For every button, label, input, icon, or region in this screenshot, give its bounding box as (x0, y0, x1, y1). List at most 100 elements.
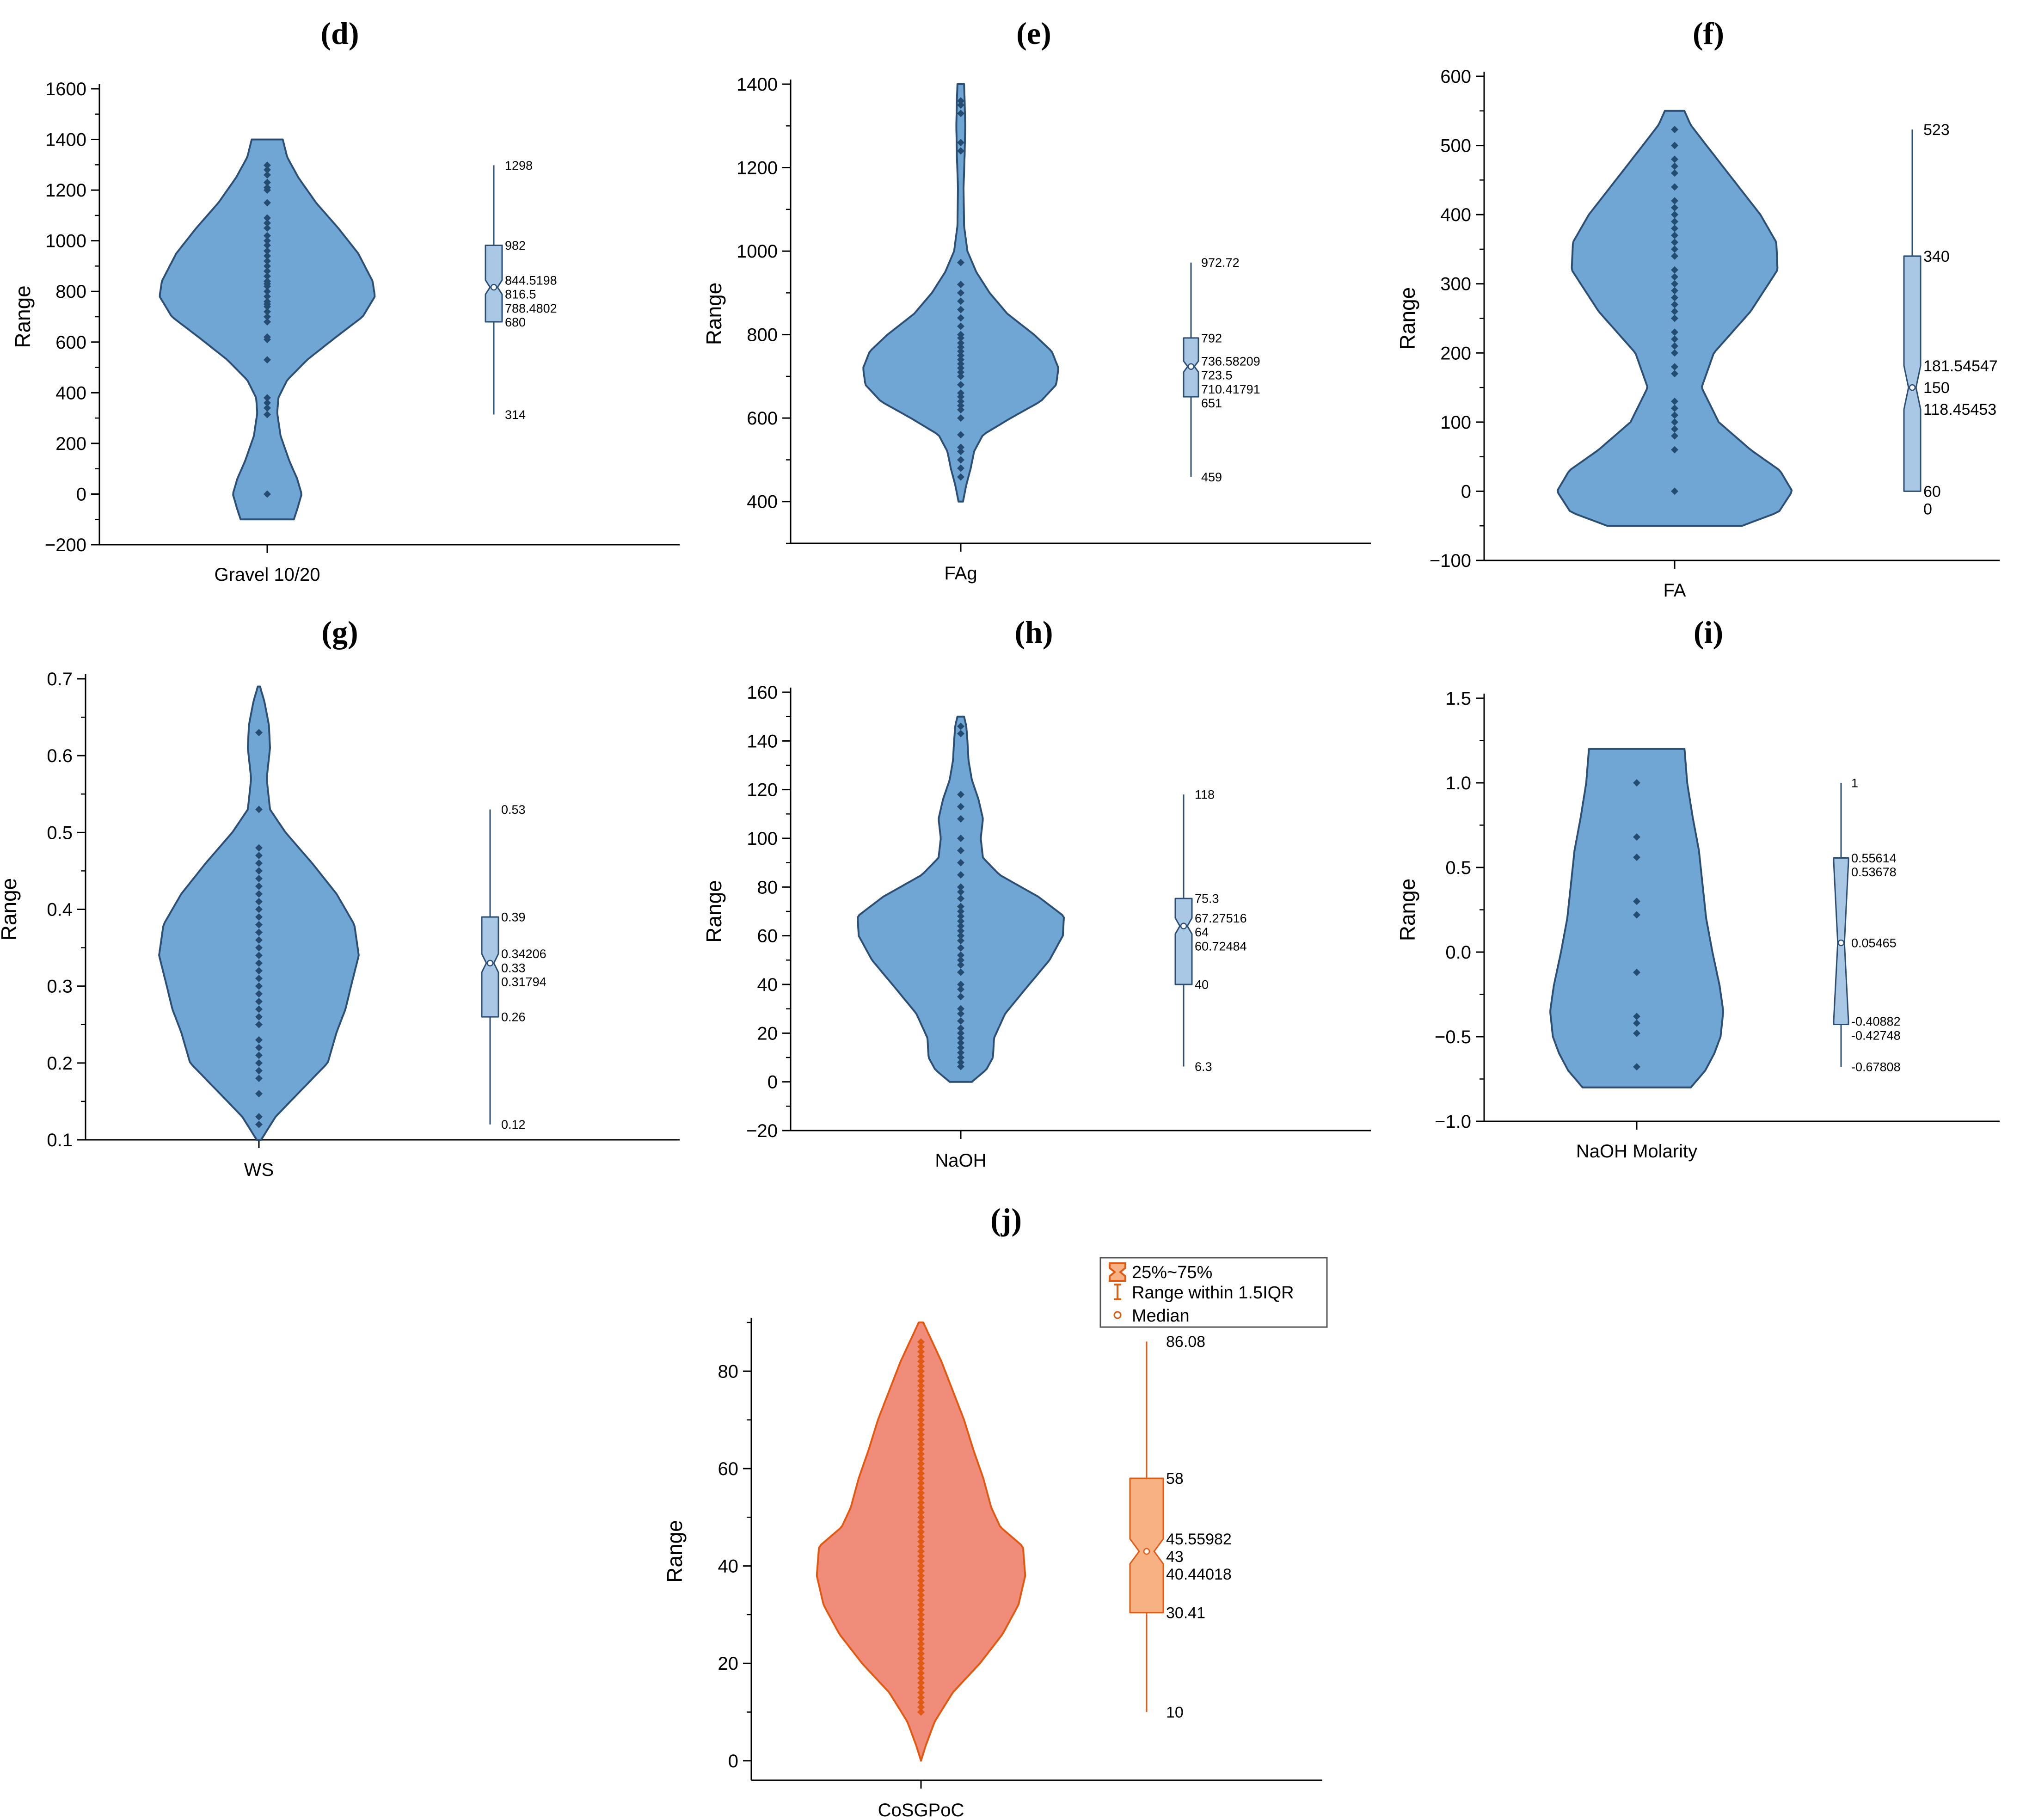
data-point (917, 1470, 925, 1477)
data-point (255, 1120, 263, 1128)
panel-d: (d) −200 0 200 400 600 800 1000 1200 1400 1600 Grav… (11, 16, 680, 585)
data-point (255, 805, 263, 813)
box-label-q3: 75.3 (1195, 892, 1219, 906)
y-tick-label: 1200 (45, 180, 86, 201)
box-label-notch-low: 118.45453 (1923, 401, 1996, 418)
y-tick-label: 100 (747, 829, 778, 849)
y-tick-label: 0.5 (1445, 858, 1471, 878)
data-point (1671, 155, 1678, 163)
data-point (957, 859, 964, 867)
data-point (917, 1513, 925, 1521)
median-marker (490, 283, 497, 291)
data-point (917, 1630, 925, 1638)
data-point (917, 1475, 925, 1482)
data-point (957, 101, 964, 109)
data-point (957, 968, 964, 976)
data-point (957, 937, 964, 945)
box-label-median: 816.5 (505, 288, 536, 301)
data-point (264, 241, 271, 249)
data-point (1633, 1013, 1640, 1021)
data-point (264, 232, 271, 240)
data-point (917, 1391, 925, 1399)
y-tick-label: 160 (747, 682, 778, 703)
data-point (957, 398, 964, 406)
data-point (957, 895, 964, 903)
data-point (917, 1499, 925, 1506)
data-point (957, 289, 964, 297)
data-point (264, 257, 271, 265)
data-point (255, 1051, 263, 1059)
data-point (917, 1548, 925, 1555)
box-label-notch-low: 0.31794 (501, 975, 546, 989)
data-point (917, 1664, 925, 1672)
data-point (957, 944, 964, 952)
data-point (957, 956, 964, 964)
median-marker (1909, 384, 1916, 391)
data-point (917, 1620, 925, 1628)
data-point (917, 1708, 925, 1716)
box-label-notch-high: 45.55982 (1166, 1531, 1232, 1548)
box-label-median: 723.5 (1201, 369, 1233, 382)
data-point (1671, 335, 1678, 343)
data-point (917, 1523, 925, 1531)
y-tick-label: −0.5 (1435, 1027, 1471, 1047)
y-tick-label: 0.5 (47, 823, 73, 843)
box-label-notch-high: 844.5198 (505, 273, 557, 287)
data-point (957, 97, 964, 105)
whisker-icon (1114, 1284, 1121, 1300)
data-point (255, 890, 263, 898)
data-point (957, 815, 964, 823)
box-label-max: 0.53 (501, 803, 526, 817)
data-point (957, 912, 964, 920)
data-point (1633, 911, 1640, 919)
data-point (917, 1557, 925, 1565)
data-point (957, 322, 964, 330)
data-point (264, 288, 271, 295)
data-point (917, 1338, 925, 1346)
y-axis-label: Range (1395, 879, 1419, 941)
data-point (1671, 280, 1678, 288)
panel-label-e: (e) (1016, 16, 1051, 51)
data-point (917, 1382, 925, 1390)
data-point (917, 1684, 925, 1691)
panel-label-i: (i) (1694, 615, 1723, 650)
data-point (917, 1343, 925, 1351)
y-tick-label: 60 (718, 1459, 739, 1479)
data-point (1671, 141, 1678, 149)
data-point (1671, 404, 1678, 412)
panel-label-j: (j) (990, 1202, 1022, 1237)
y-axis-label: Range (663, 1520, 687, 1583)
box-label-min: 0.12 (501, 1118, 526, 1131)
data-point (1671, 487, 1678, 495)
data-point (957, 339, 964, 347)
data-point (957, 908, 964, 915)
data-point (917, 1348, 925, 1356)
data-point (264, 171, 271, 179)
data-point (917, 1601, 925, 1609)
data-point (1671, 425, 1678, 433)
y-tick-label: 200 (1440, 343, 1471, 363)
legend-label-whisker: Range within 1.5IQR (1132, 1283, 1294, 1303)
data-point (1671, 126, 1678, 134)
data-point (917, 1421, 925, 1429)
data-point (957, 110, 964, 117)
data-point (1633, 854, 1640, 861)
y-tick-label: 400 (747, 492, 778, 512)
data-point (264, 308, 271, 316)
data-point (957, 883, 964, 891)
y-tick-label: 0 (1461, 481, 1471, 502)
data-point (255, 844, 263, 852)
data-point (255, 990, 263, 998)
data-point (1671, 211, 1678, 219)
data-point (264, 277, 271, 285)
box-iqr (1903, 255, 1922, 492)
data-point (957, 297, 964, 305)
data-point (917, 1484, 925, 1492)
data-point (1671, 411, 1678, 419)
data-point (264, 399, 271, 407)
y-tick-label: 800 (747, 325, 778, 345)
data-point (255, 913, 263, 921)
data-point (957, 847, 964, 855)
panel-label-d: (d) (320, 16, 359, 51)
data-point (917, 1572, 925, 1580)
